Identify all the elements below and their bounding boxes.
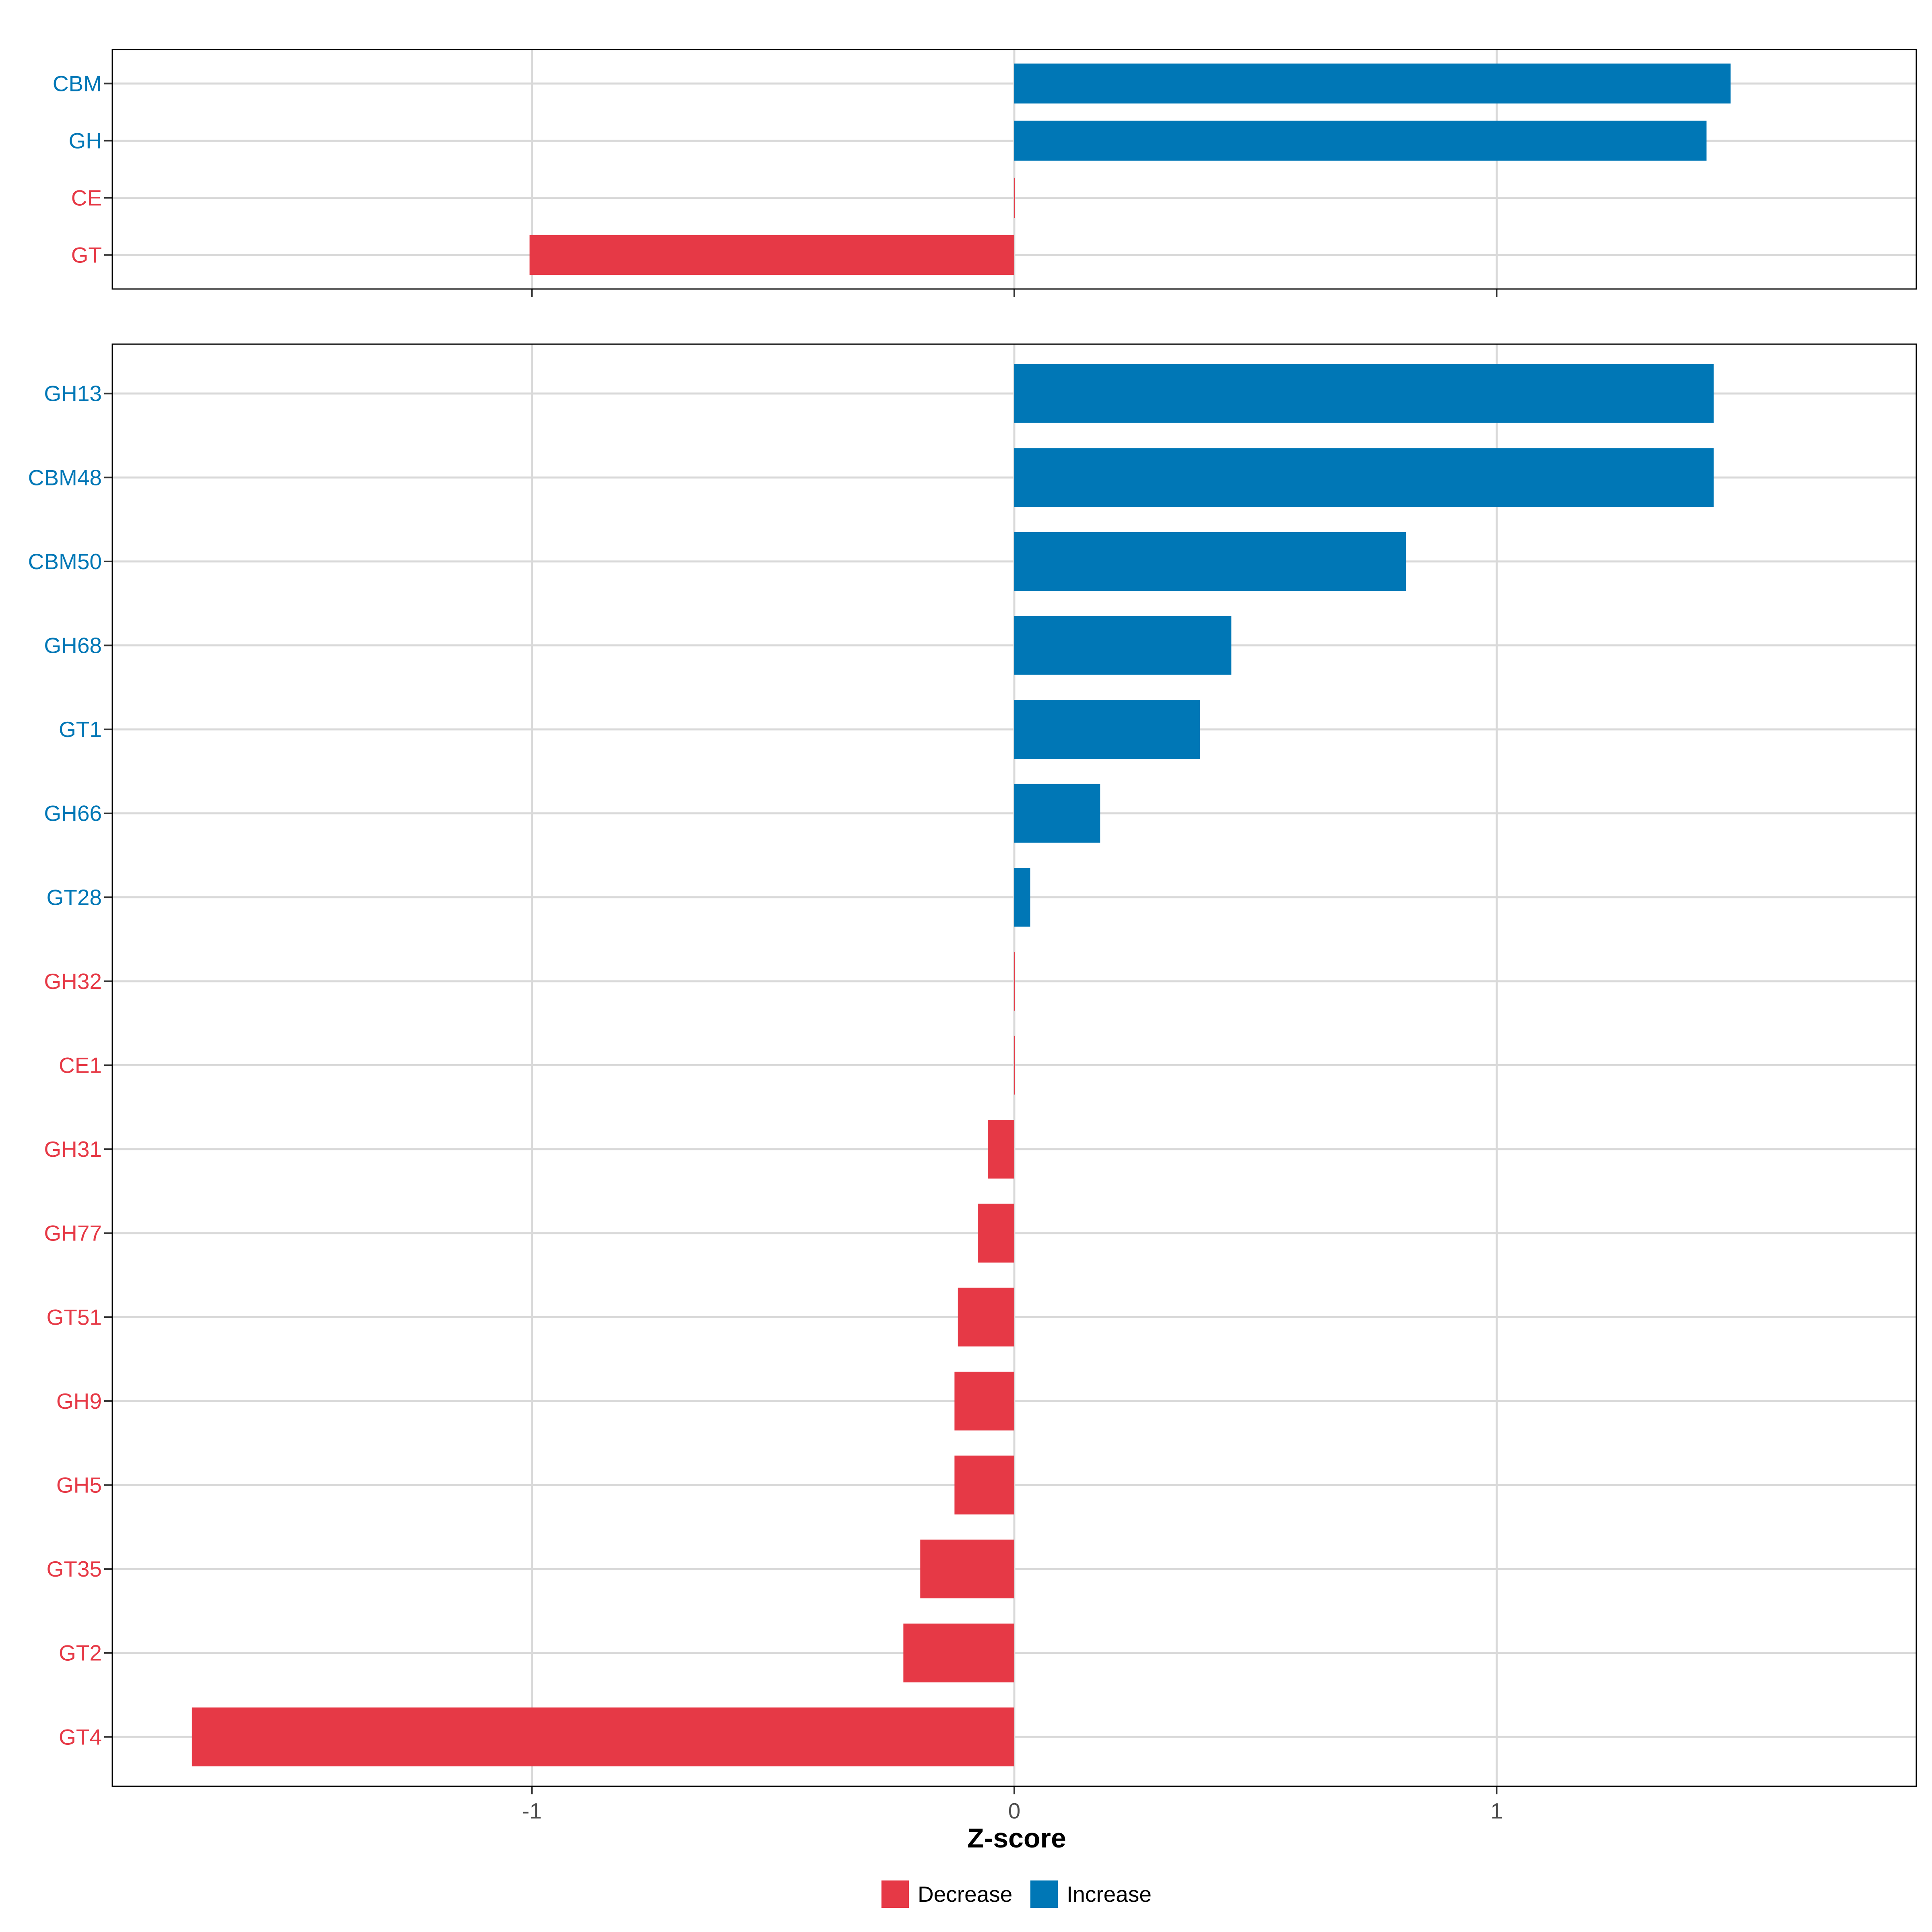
category-label-gt1: GT1 [59,717,102,742]
panel-border [111,343,1917,1787]
category-label-gt2: GT2 [59,1641,102,1666]
top-panel: CBM GH CE GT [53,49,1917,297]
legend-swatch-decrease [881,1880,909,1908]
legend: Decrease Increase [881,1880,1152,1908]
bar-gh77 [978,1203,1014,1263]
category-label-gt: GT [71,243,102,268]
legend-swatch-increase [1030,1880,1058,1908]
bar-gh9 [954,1371,1014,1430]
legend-label-decrease: Decrease [918,1882,1012,1907]
bar-gt4 [192,1707,1014,1767]
category-label-gh: GH [69,128,102,153]
category-label-gh9: GH9 [56,1389,102,1414]
category-label-cbm48: CBM48 [28,465,102,490]
x-axis-title: Z-score [967,1823,1066,1854]
panel-border [111,49,1917,290]
bar-gt1 [1014,700,1200,759]
category-label-gh68: GH68 [44,633,102,658]
bar-gh5 [954,1455,1014,1515]
category-label-cbm: CBM [53,71,102,96]
bar-gh68 [1014,616,1232,675]
category-label-gh31: GH31 [44,1137,102,1162]
bar-gh [1014,120,1707,161]
category-label-ce1: CE1 [59,1053,102,1078]
category-label-gh77: GH77 [44,1221,102,1246]
bar-gt28 [1014,868,1030,927]
bar-cbm50 [1014,532,1406,591]
x-axis: -1 0 1 [522,1798,1503,1823]
x-tick-label: 0 [1008,1798,1021,1823]
bar-ce [1014,178,1015,218]
bar-gt2 [903,1623,1014,1682]
category-label-gt35: GT35 [46,1556,102,1581]
category-label-ce: CE [71,186,102,211]
category-label-gt4: GT4 [59,1724,102,1749]
bar-gh13 [1014,364,1714,423]
legend-label-increase: Increase [1067,1882,1152,1907]
bottom-panel: GH13 CBM48 CBM50 GH68 GT1 GH66 GT28 GH32 CE1 GH31… [28,343,1917,1794]
x-tick-label: 1 [1490,1798,1503,1823]
bar-gt51 [958,1288,1014,1347]
bar-gh32 [1014,952,1015,1011]
category-label-gh66: GH66 [44,801,102,826]
bar-gt35 [920,1540,1014,1599]
bar-ce1 [1014,1036,1015,1095]
category-label-cbm50: CBM50 [28,549,102,574]
category-label-gh5: GH5 [56,1473,102,1498]
bar-gh66 [1014,784,1100,843]
bar-cbm48 [1014,448,1714,507]
category-label-gh32: GH32 [44,969,102,994]
category-label-gt51: GT51 [46,1305,102,1329]
x-tick-label: -1 [522,1798,542,1823]
bar-gt [529,235,1014,275]
bar-gh31 [988,1120,1014,1179]
category-label-gt28: GT28 [46,885,102,910]
category-label-gh13: GH13 [44,381,102,406]
bar-cbm [1014,63,1731,104]
